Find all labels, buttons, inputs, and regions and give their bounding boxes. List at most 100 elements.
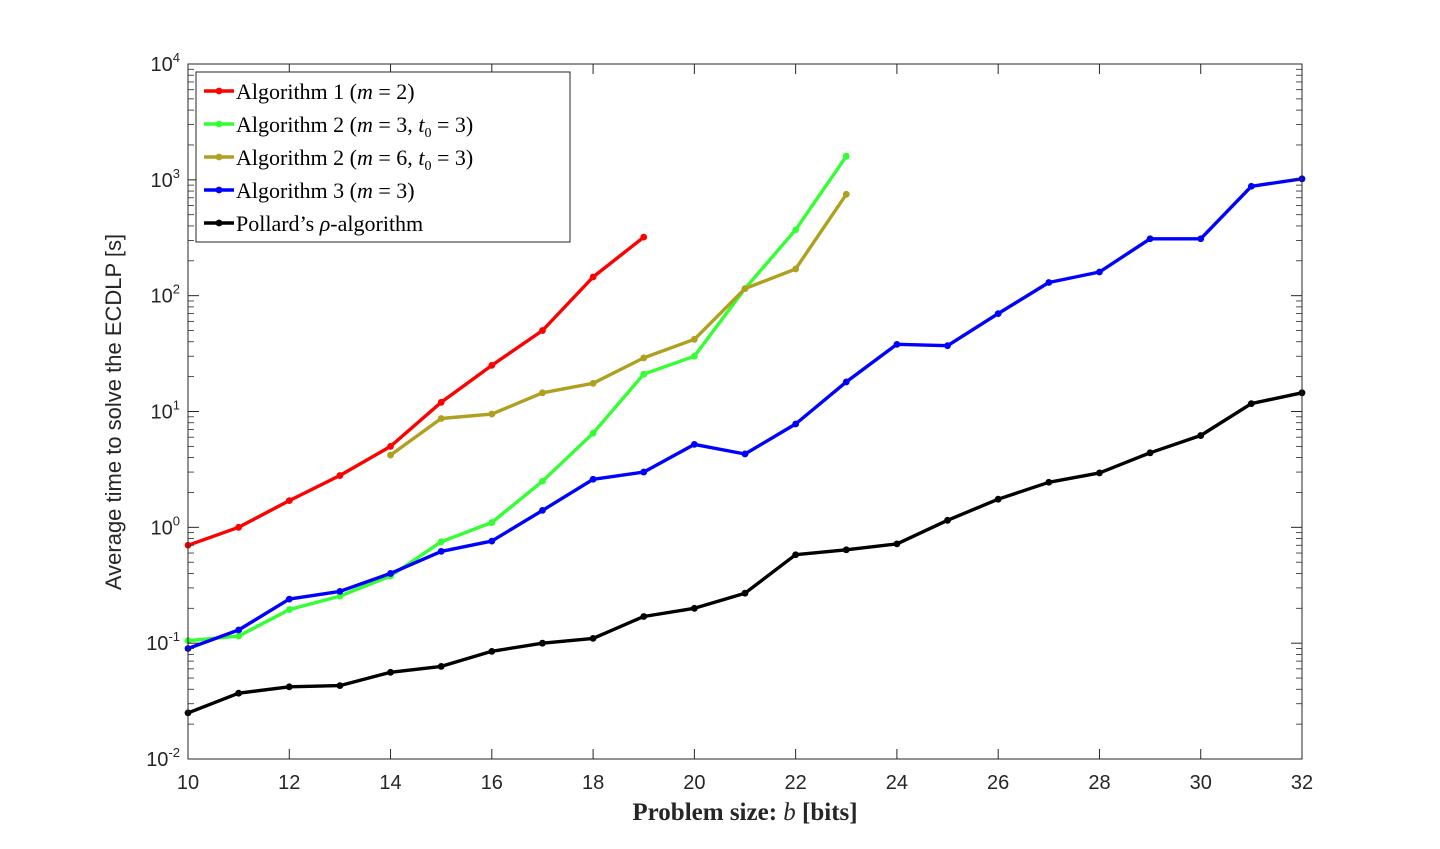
data-point (539, 639, 546, 647)
data-point (539, 507, 546, 514)
y-tick-base: 10 (151, 402, 173, 424)
y-tick-exponent: 2 (173, 282, 180, 297)
data-point (792, 265, 800, 273)
data-point (690, 335, 698, 343)
data-point (640, 354, 648, 362)
x-tick-label: 32 (1291, 772, 1313, 794)
data-point (792, 226, 800, 234)
y-tick-exponent: 4 (173, 50, 180, 65)
data-point (488, 410, 496, 418)
y-tick-exponent: 3 (173, 166, 180, 181)
data-point (589, 429, 597, 437)
x-tick-label: 24 (886, 772, 908, 794)
legend-text-part: = 3) (431, 112, 473, 137)
data-point (285, 683, 293, 691)
data-point (437, 398, 445, 406)
data-point (589, 379, 597, 387)
legend-marker (215, 153, 223, 161)
data-point (1146, 235, 1154, 243)
legend-marker (215, 120, 223, 128)
data-point (741, 589, 749, 597)
data-point (944, 342, 951, 350)
data-point (387, 668, 394, 676)
series-line-0 (186, 235, 646, 547)
data-point (488, 519, 496, 526)
legend-text-part: Algorithm 3 ( (236, 178, 357, 203)
x-tick-label: 10 (177, 772, 199, 794)
y-tick-label: 103 (151, 166, 180, 192)
legend-text-part: t (418, 145, 425, 170)
data-point (589, 634, 597, 642)
x-tick-label: 14 (379, 772, 401, 794)
legend-text-part: ρ (319, 211, 331, 236)
data-point (1146, 449, 1154, 457)
x-tick-label: 28 (1088, 772, 1110, 794)
y-tick-exponent: 1 (173, 398, 180, 413)
data-point (437, 415, 445, 422)
legend-text-part: = 3) (431, 145, 473, 170)
legend-marker (215, 219, 223, 227)
data-point (640, 613, 648, 620)
data-point (741, 285, 749, 293)
y-tick-exponent: -2 (168, 745, 180, 760)
legend-text-part: = 3) (373, 178, 415, 203)
legend-text-part: m (357, 178, 373, 203)
y-tick-base: 10 (151, 517, 173, 539)
data-point (994, 310, 1002, 318)
legend-text-part: -algorithm (330, 211, 423, 236)
data-point (539, 477, 546, 485)
data-point (1096, 469, 1103, 477)
legend-entry-label: Pollard’s ρ-algorithm (236, 211, 423, 236)
data-point (235, 626, 243, 634)
legend-text-part: = 3, (373, 112, 418, 137)
y-tick-label: 102 (151, 282, 180, 308)
data-point (690, 440, 698, 448)
legend-text-part: m (357, 112, 373, 137)
legend-entry-label: Algorithm 2 (m = 6, t0 = 3) (236, 145, 473, 174)
legend-text-part: m (357, 79, 373, 104)
data-point (842, 546, 850, 554)
legend-marker (215, 186, 223, 194)
data-point (1045, 478, 1053, 486)
legend-entry-label: Algorithm 3 (m = 3) (236, 178, 415, 203)
data-point (944, 516, 951, 524)
x-tick-label: 20 (683, 772, 705, 794)
data-point (437, 538, 445, 546)
data-point (792, 551, 800, 559)
data-point (994, 495, 1002, 503)
data-point (336, 472, 344, 479)
data-point (235, 632, 243, 640)
data-point (488, 362, 496, 369)
data-point (285, 606, 293, 613)
legend-entry-label: Algorithm 1 (m = 2) (236, 79, 415, 104)
plot-frame (187, 63, 1303, 760)
data-point (1045, 279, 1053, 286)
data-point (842, 152, 850, 160)
data-point (640, 370, 648, 378)
data-point (336, 682, 344, 690)
data-point (387, 570, 394, 577)
x-axis-label: Problem size: b [bits] (632, 799, 857, 826)
y-tick-exponent: -1 (168, 629, 180, 644)
data-point (488, 647, 496, 655)
y-axis-label: Average time to solve the ECDLP [s] (101, 234, 126, 590)
data-point (285, 595, 293, 603)
data-point (488, 537, 496, 545)
data-point (893, 540, 901, 548)
data-point (741, 450, 749, 458)
data-point (690, 604, 698, 612)
y-tick-base: 10 (146, 749, 168, 771)
data-point (1247, 400, 1255, 408)
legend-box (195, 71, 571, 243)
data-point (336, 587, 344, 595)
y-tick-base: 10 (151, 54, 173, 76)
axes-layer: 10 12 14 16 18 20 22 24 26 28 30 3210-210-110010110… (146, 50, 1313, 794)
data-point (893, 340, 901, 348)
series-line-2 (388, 192, 848, 457)
x-tick-label: 12 (278, 772, 300, 794)
legend-text-part: Algorithm 1 ( (236, 79, 357, 104)
data-point (640, 233, 648, 241)
x-tick-label: 26 (987, 772, 1009, 794)
data-point (539, 327, 546, 334)
